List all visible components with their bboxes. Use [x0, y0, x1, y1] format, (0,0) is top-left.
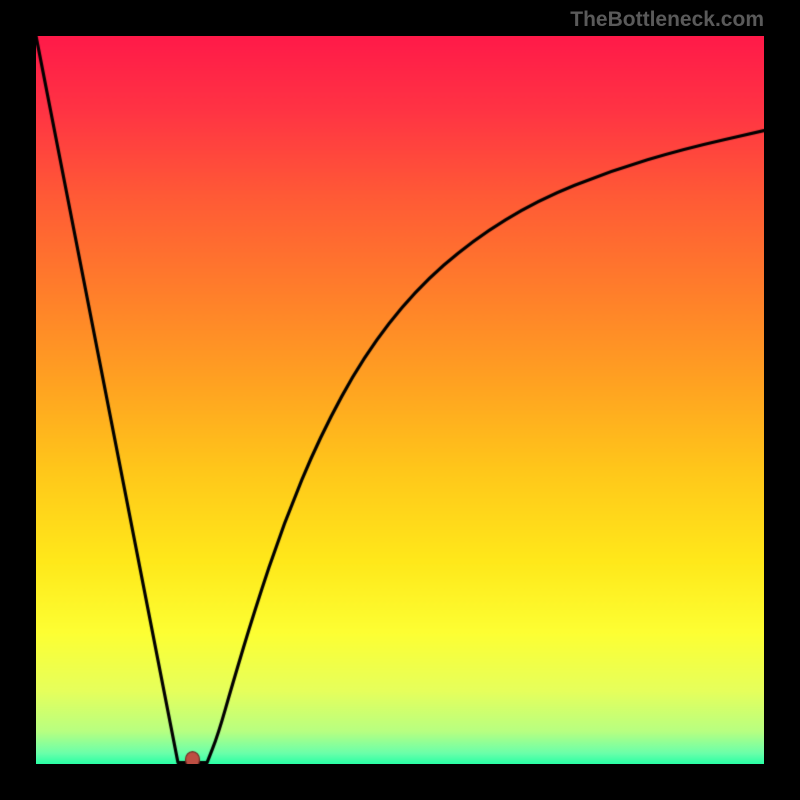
plot-frame [36, 36, 764, 764]
watermark-text: TheBottleneck.com [570, 8, 764, 32]
chart-stage: TheBottleneck.com [0, 0, 800, 800]
bottleneck-curve [36, 36, 764, 764]
